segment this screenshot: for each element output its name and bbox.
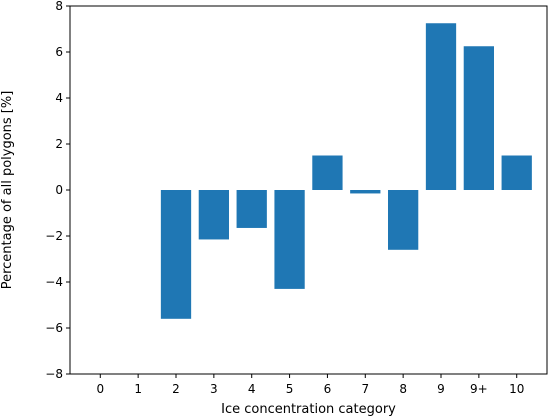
- y-axis-ticks: −8 −6 −4 −2 0 2 4 6 8: [45, 0, 70, 381]
- x-tick-label: 4: [248, 382, 256, 396]
- x-tick-label: 6: [324, 382, 332, 396]
- y-tick-label: −2: [45, 229, 63, 243]
- bar-6: [312, 155, 343, 190]
- x-axis-label: Ice concentration category: [221, 402, 396, 417]
- bars-group: [160, 23, 532, 319]
- bar-9: [425, 23, 457, 190]
- x-tick-label: 1: [134, 382, 142, 396]
- x-tick-label: 9+: [470, 382, 488, 396]
- x-tick-label: 0: [96, 382, 104, 396]
- bar-3: [198, 190, 229, 240]
- y-tick-label: −8: [45, 367, 63, 381]
- x-tick-label: 8: [399, 382, 407, 396]
- y-axis-label: Percentage of all polygons [%]: [0, 91, 15, 290]
- y-tick-label: 4: [55, 91, 63, 105]
- bar-5: [274, 190, 305, 289]
- y-tick-label: 2: [55, 137, 63, 151]
- y-tick-label: 6: [55, 45, 63, 59]
- y-tick-label: −4: [45, 275, 63, 289]
- bar-7: [350, 190, 381, 194]
- bar-8: [388, 190, 419, 250]
- x-tick-label: 5: [286, 382, 294, 396]
- bar-4: [236, 190, 267, 228]
- y-tick-label: 8: [55, 0, 63, 13]
- y-tick-label: 0: [55, 183, 63, 197]
- x-tick-label: 7: [361, 382, 369, 396]
- x-axis-ticks: 0 1 2 3 4 5 6 7 8 9 9+ 10: [96, 374, 524, 396]
- bar-9+: [463, 46, 494, 190]
- bar-10: [501, 155, 532, 190]
- x-tick-label: 9: [437, 382, 445, 396]
- y-tick-label: −6: [45, 321, 63, 335]
- bar-2: [160, 190, 192, 319]
- x-tick-label: 2: [172, 382, 180, 396]
- x-tick-label: 10: [509, 382, 524, 396]
- x-tick-label: 3: [210, 382, 218, 396]
- plot-frame: [69, 5, 548, 375]
